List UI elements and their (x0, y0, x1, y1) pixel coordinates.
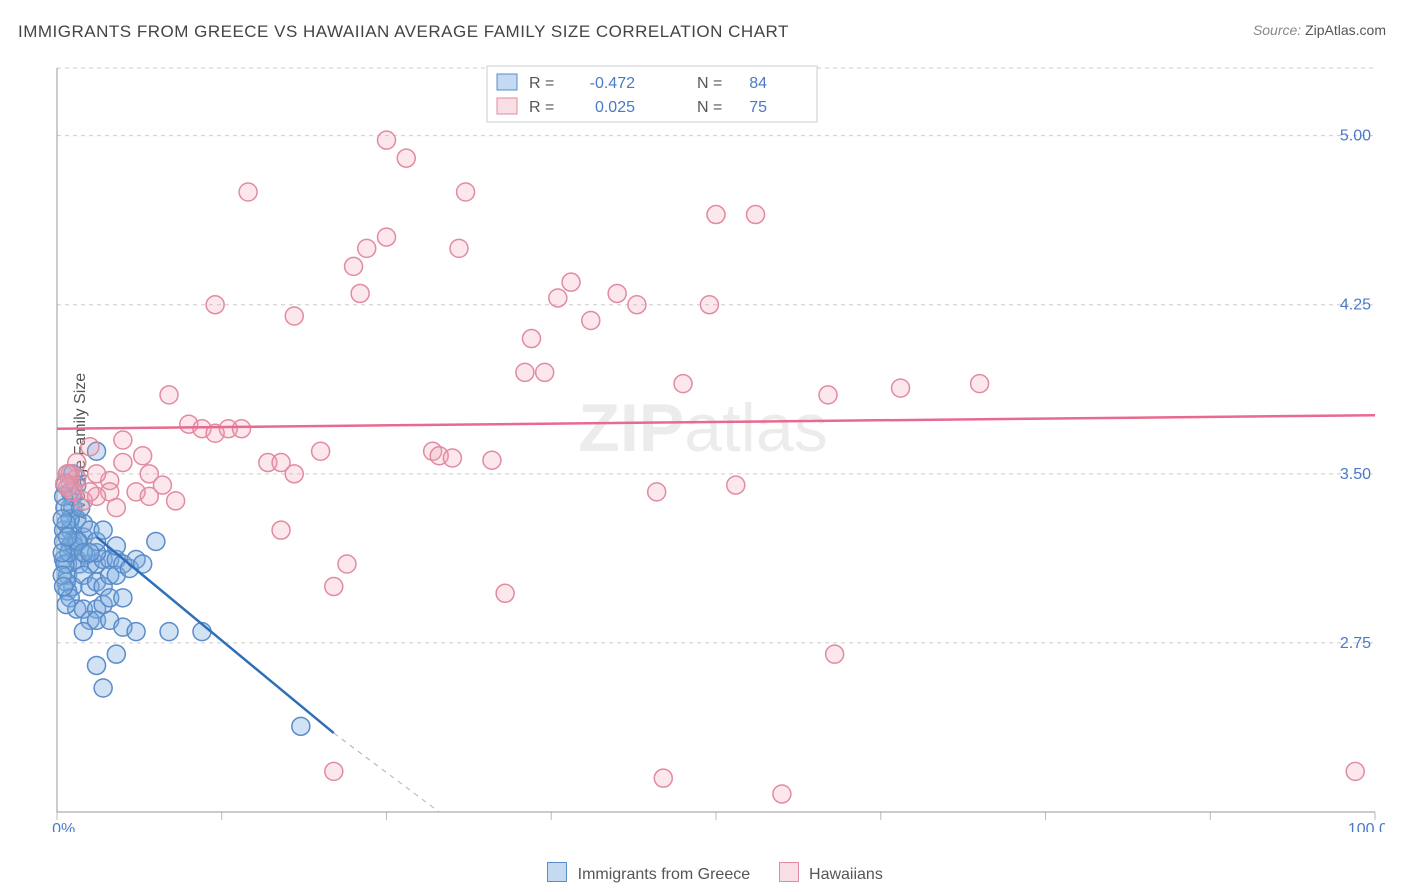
svg-text:84: 84 (749, 75, 767, 92)
legend-swatch-hawaiians (779, 862, 799, 882)
svg-text:2.75: 2.75 (1340, 635, 1371, 652)
legend-swatch-greece (547, 862, 567, 882)
scatter-plot: 2.75 3.50 4.25 5.00 0.0% 100.0% R = -0.472 N = 84… (47, 60, 1385, 832)
source-value: ZipAtlas.com (1305, 22, 1386, 38)
source-label: Source: (1253, 22, 1301, 38)
svg-text:R =: R = (529, 99, 554, 116)
legend-label-greece: Immigrants from Greece (578, 866, 750, 883)
svg-text:0.025: 0.025 (595, 99, 635, 116)
legend: Immigrants from Greece Hawaiians (0, 862, 1406, 884)
svg-text:0.0%: 0.0% (47, 821, 75, 832)
source-credit: Source: ZipAtlas.com (1253, 22, 1386, 38)
svg-text:R =: R = (529, 75, 554, 92)
svg-text:N =: N = (697, 75, 722, 92)
svg-text:N =: N = (697, 99, 722, 116)
legend-label-hawaiians: Hawaiians (809, 866, 883, 883)
svg-text:4.25: 4.25 (1340, 297, 1371, 314)
chart-title: IMMIGRANTS FROM GREECE VS HAWAIIAN AVERA… (18, 22, 789, 42)
svg-text:3.50: 3.50 (1340, 466, 1371, 483)
svg-text:100.0%: 100.0% (1348, 821, 1385, 832)
svg-text:5.00: 5.00 (1340, 128, 1371, 145)
svg-text:-0.472: -0.472 (590, 75, 635, 92)
svg-text:75: 75 (749, 99, 767, 116)
